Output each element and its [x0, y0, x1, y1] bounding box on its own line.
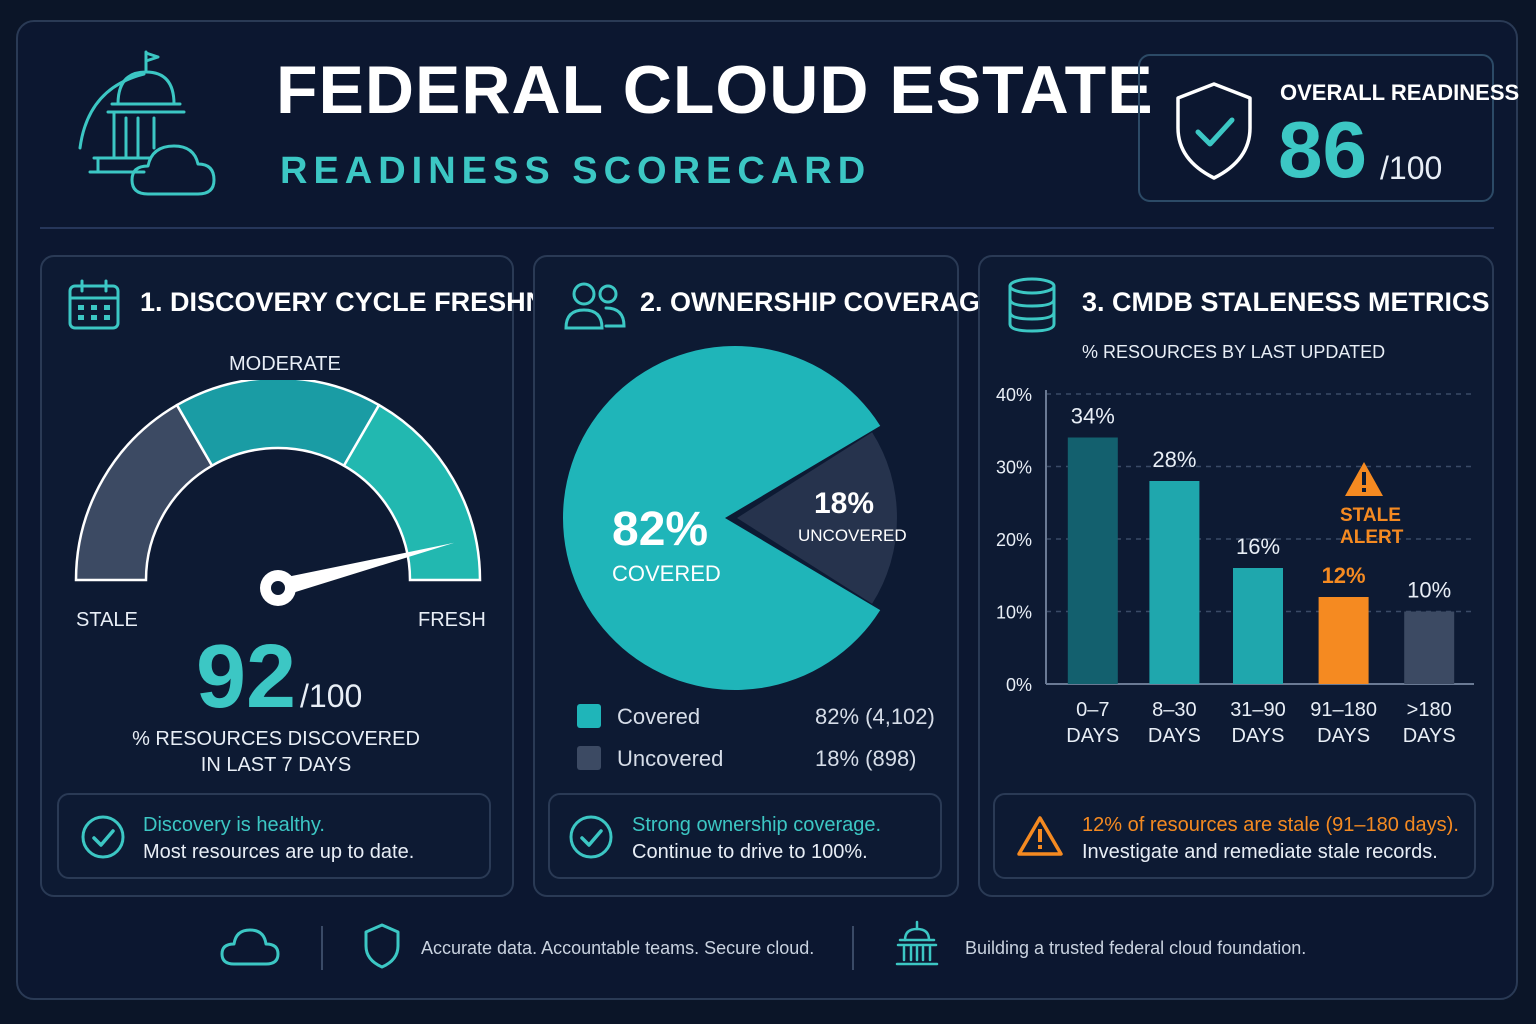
footer-mission: Building a trusted federal cloud foundat…: [965, 938, 1307, 958]
discovery-caption-line2: IN LAST 7 DAYS: [200, 754, 352, 776]
x-tick-label: 8–30: [1152, 699, 1197, 721]
ownership-pie-chart: [563, 346, 897, 690]
discovery-score: 92: [196, 627, 297, 727]
bar-value-label: 34%: [1071, 404, 1115, 429]
x-tick-label: DAYS: [1066, 725, 1119, 747]
bar: [1318, 597, 1369, 684]
bar: [1149, 481, 1200, 684]
calendar-icon: [68, 279, 120, 330]
page-subtitle: READINESS SCORECARD: [280, 150, 872, 192]
shield-check-icon: [1176, 82, 1252, 180]
x-tick-label: 91–180: [1310, 699, 1377, 721]
covered-pct-label: 82%: [612, 503, 709, 556]
ownership-note: [548, 793, 942, 879]
y-tick-label: 30%: [996, 458, 1032, 478]
uncovered-pct-label: 18%: [814, 487, 875, 520]
page-title: FEDERAL CLOUD ESTATE: [276, 52, 1154, 128]
legend-swatch-uncovered: [577, 746, 601, 770]
bar-value-label: 28%: [1152, 447, 1196, 472]
y-tick-label: 40%: [996, 385, 1032, 405]
bar-value-label: 12%: [1322, 563, 1366, 588]
stale-alert-line2: ALERT: [1340, 527, 1404, 548]
x-tick-label: DAYS: [1317, 725, 1370, 747]
panel1-title: 1. DISCOVERY CYCLE FRESHNESS: [140, 287, 600, 317]
discovery-note: [57, 793, 491, 879]
bar: [1404, 611, 1455, 684]
freshness-gauge: [74, 380, 482, 606]
legend-value-uncovered: 18% (898): [815, 746, 917, 771]
capitol-icon: [895, 920, 939, 966]
discovery-note-line2: Most resources are up to date.: [143, 841, 415, 863]
x-tick-label: >180: [1407, 699, 1452, 721]
overall-readiness-card: [1138, 54, 1494, 202]
ownership-note-line1: Strong ownership coverage.: [632, 814, 882, 836]
bar-value-label: 10%: [1407, 578, 1451, 603]
warning-triangle-icon: [1017, 816, 1063, 856]
legend-label-covered: Covered: [617, 704, 701, 729]
pie-slice-covered: [563, 346, 881, 690]
readiness-label: OVERALL READINESS: [1280, 80, 1520, 105]
footer-tagline: Accurate data. Accountable teams. Secure…: [421, 938, 815, 958]
x-tick-label: DAYS: [1148, 725, 1201, 747]
footer-divider: [852, 926, 854, 970]
y-tick-label: 0%: [1006, 675, 1032, 695]
x-tick-label: 0–7: [1076, 699, 1109, 721]
readiness-score: 86: [1278, 105, 1367, 194]
bar-value-label: 16%: [1236, 534, 1280, 559]
gauge-needle: [275, 542, 455, 597]
gauge-stale-label: STALE: [76, 609, 138, 631]
gauge-hub-center: [271, 581, 285, 595]
x-tick-label: DAYS: [1232, 725, 1285, 747]
discovery-caption-line1: % RESOURCES DISCOVERED: [132, 728, 420, 750]
x-tick-label: 31–90: [1230, 699, 1286, 721]
gauge-fresh-label: FRESH: [418, 609, 486, 631]
staleness-note-line2: Investigate and remediate stale records.: [1082, 841, 1438, 863]
stale-alert-line1: STALE: [1340, 505, 1401, 526]
discovery-score-max: /100: [300, 678, 363, 714]
x-tick-label: DAYS: [1403, 725, 1456, 747]
readiness-max: /100: [1380, 150, 1443, 186]
users-icon: [564, 282, 626, 330]
discovery-note-line1: Discovery is healthy.: [143, 814, 325, 836]
chart-subtitle: % RESOURCES BY LAST UPDATED: [1082, 342, 1386, 362]
shield-icon: [364, 923, 400, 969]
staleness-note: [993, 793, 1476, 879]
capitol-cloud-icon: [78, 50, 216, 196]
warning-triangle-icon: [1345, 462, 1383, 496]
staleness-note-line1: 12% of resources are stale (91–180 days)…: [1082, 814, 1459, 836]
gauge-moderate-label: MODERATE: [229, 353, 341, 375]
gauge-band-fresh: [342, 403, 482, 582]
check-circle-icon: [81, 815, 125, 859]
legend-value-covered: 82% (4,102): [815, 704, 935, 729]
check-circle-icon: [569, 815, 613, 859]
database-icon: [1008, 277, 1056, 333]
footer-divider: [321, 926, 323, 970]
legend-swatch-covered: [577, 704, 601, 728]
ownership-note-line2: Continue to drive to 100%.: [632, 841, 868, 863]
panel2-title: 2. OWNERSHIP COVERAGE: [640, 287, 999, 317]
uncovered-word-label: UNCOVERED: [798, 526, 907, 545]
covered-word-label: COVERED: [612, 561, 721, 586]
bar: [1067, 437, 1118, 684]
panel3-title: 3. CMDB STALENESS METRICS: [1082, 287, 1490, 317]
gauge-band-moderate: [175, 380, 381, 468]
cloud-icon: [220, 928, 280, 966]
y-tick-label: 10%: [996, 603, 1032, 623]
y-tick-label: 20%: [996, 530, 1032, 550]
pie-slice-uncovered: [737, 432, 897, 604]
staleness-bar-chart: 0% 10% 20% 30% 40% 34% 0–7 DAYS 28% 8–30 DAYS 16% 31…: [996, 385, 1474, 747]
header-divider: [40, 227, 1494, 229]
bar: [1233, 568, 1283, 684]
legend-label-uncovered: Uncovered: [617, 746, 724, 771]
